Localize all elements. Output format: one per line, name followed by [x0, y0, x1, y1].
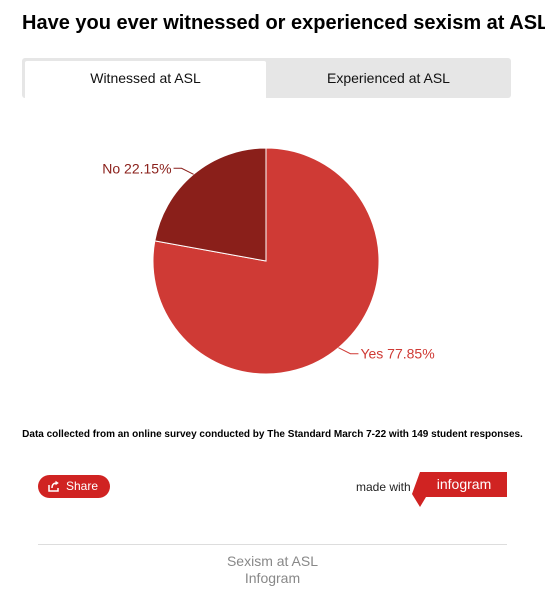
- data-label-yes: Yes 77.85%: [360, 346, 434, 362]
- tab-bar: Witnessed at ASL Experienced at ASL: [22, 58, 511, 98]
- share-button[interactable]: Share: [38, 475, 110, 498]
- leader-line-yes: [338, 347, 359, 355]
- made-with-text: made with: [356, 480, 411, 494]
- infogram-logo[interactable]: infogram: [412, 472, 507, 508]
- leader-line-no: [173, 167, 194, 175]
- data-label-no: No 22.15%: [102, 160, 171, 176]
- share-icon: [48, 480, 59, 492]
- caption-source[interactable]: Infogram: [244, 570, 301, 586]
- share-label: Share: [66, 479, 99, 493]
- pie-slice-no[interactable]: [154, 147, 267, 262]
- divider: [38, 544, 507, 545]
- tab-witnessed[interactable]: Witnessed at ASL: [25, 61, 266, 98]
- tab-experienced[interactable]: Experienced at ASL: [327, 70, 450, 86]
- survey-footnote: Data collected from an online survey con…: [22, 429, 523, 440]
- page-title: Have you ever witnessed or experienced s…: [22, 12, 545, 34]
- pie-chart: Yes 77.85% No 22.15%: [102, 147, 435, 375]
- caption-title[interactable]: Sexism at ASL: [226, 553, 319, 569]
- infogram-brand-text: infogram: [437, 476, 491, 492]
